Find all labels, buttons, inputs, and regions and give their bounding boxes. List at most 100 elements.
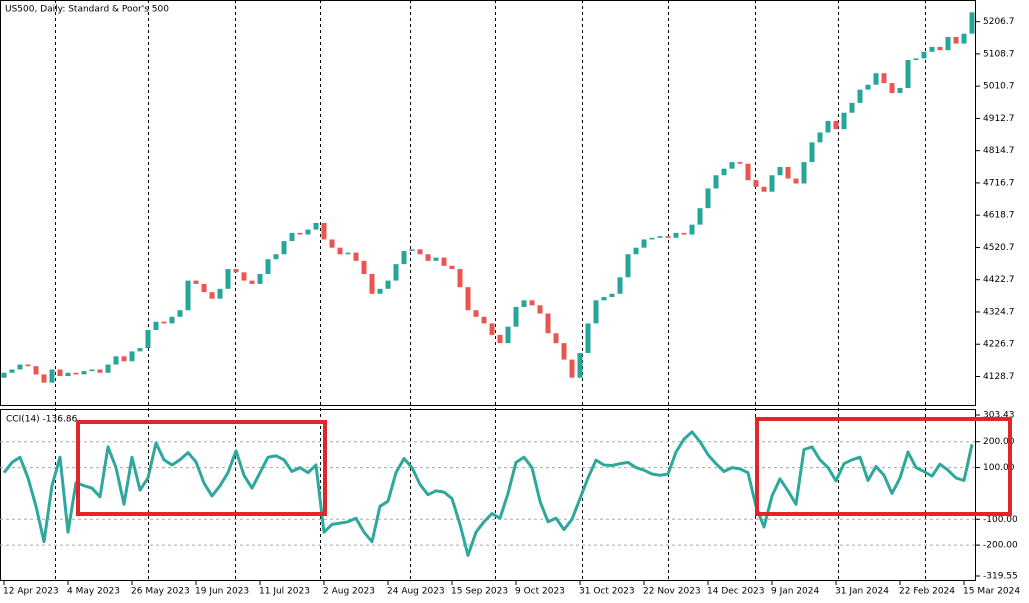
candle — [265, 259, 271, 275]
candle — [881, 73, 887, 84]
candle — [409, 249, 415, 251]
candle — [425, 254, 431, 261]
y-tick-label: 5010.7 — [983, 82, 1015, 92]
candle — [625, 254, 631, 278]
candle — [353, 252, 359, 261]
candle — [841, 112, 847, 130]
candle — [313, 222, 319, 230]
x-tick-label: 2 Aug 2023 — [323, 587, 375, 597]
candle — [633, 247, 639, 255]
time-grid — [55, 0, 926, 580]
candle — [537, 305, 543, 314]
x-tick-label: 22 Feb 2024 — [899, 587, 955, 597]
y-tick-label: 4716.7 — [983, 178, 1015, 188]
candle — [873, 73, 879, 85]
candle — [65, 372, 71, 377]
candle — [129, 351, 135, 362]
y-tick-label: 4618.7 — [983, 211, 1015, 221]
candle — [889, 83, 895, 93]
indicator-panel-border — [0, 409, 976, 581]
candle — [849, 102, 855, 113]
x-tick-label: 4 May 2023 — [67, 587, 120, 597]
candle — [465, 287, 471, 311]
main-panel-border — [0, 0, 976, 406]
candle — [673, 232, 679, 238]
candle — [689, 224, 695, 235]
chart-title: US500, Daily: Standard & Poor's 500 — [5, 5, 169, 15]
candle — [441, 257, 447, 266]
candle — [33, 366, 39, 375]
candle — [809, 142, 815, 163]
candle — [433, 257, 439, 261]
candle — [337, 247, 343, 255]
candle — [177, 310, 183, 317]
candle — [609, 293, 615, 298]
x-tick-label: 12 Apr 2023 — [3, 587, 59, 597]
candle — [561, 343, 567, 360]
candle — [121, 356, 127, 362]
candle — [449, 265, 455, 270]
candle — [737, 162, 743, 164]
cci-line — [2, 430, 974, 557]
candle — [953, 37, 959, 44]
candle — [393, 264, 399, 281]
candle — [41, 374, 47, 383]
candle — [233, 269, 239, 273]
candle — [153, 321, 159, 330]
y-tick-label: 200.00 — [983, 437, 1015, 447]
marks: 5206.7 5108.7 5010.7 4912.7 4814.7 4716.7 4618… — [0, 12, 1020, 597]
y-tick-label: 5108.7 — [983, 49, 1015, 59]
candle — [905, 60, 911, 89]
candle — [553, 333, 559, 344]
candle — [641, 239, 647, 248]
candle — [857, 89, 863, 103]
candle — [665, 236, 671, 238]
x-tick-label: 15 Mar 2024 — [963, 587, 1020, 597]
candle — [457, 269, 463, 288]
y-tick-label: 4226.7 — [983, 340, 1015, 350]
candle — [417, 249, 423, 255]
candle — [201, 283, 207, 293]
candle — [545, 313, 551, 334]
candle — [345, 252, 351, 255]
x-tick-label: 24 Aug 2023 — [387, 587, 445, 597]
candle — [705, 188, 711, 209]
candle — [937, 46, 943, 51]
candle — [769, 175, 775, 192]
x-tick-label: 14 Dec 2023 — [707, 587, 765, 597]
candle — [825, 120, 831, 133]
y-tick-label: 303.43 — [983, 411, 1015, 421]
y-tick-label: 4128.7 — [983, 372, 1015, 382]
y-tick-label: -200.00 — [983, 541, 1018, 551]
y-tick-label: 4912.7 — [983, 114, 1015, 124]
x-tick-label: 31 Jan 2024 — [835, 587, 889, 597]
x-tick-label: 9 Oct 2023 — [515, 587, 565, 597]
candle — [49, 369, 55, 383]
candle — [329, 239, 335, 248]
candle — [193, 280, 199, 284]
candle — [593, 300, 599, 324]
candle — [497, 334, 503, 344]
candle — [921, 51, 927, 59]
candle — [369, 274, 375, 294]
candle — [241, 272, 247, 281]
candle — [105, 364, 111, 373]
y-tick-label: 4520.7 — [983, 243, 1015, 253]
candle — [401, 250, 407, 265]
candle — [89, 369, 95, 372]
candle — [185, 280, 191, 311]
candle — [1, 372, 7, 378]
candle — [777, 167, 783, 176]
candle — [569, 359, 575, 378]
candle — [145, 329, 151, 349]
y-tick-label: 4324.7 — [983, 307, 1015, 317]
candle — [793, 178, 799, 184]
highlight-box — [76, 420, 327, 516]
candle — [281, 241, 287, 255]
candle — [929, 46, 935, 52]
candle — [297, 232, 303, 235]
candle — [529, 300, 535, 306]
candle — [817, 132, 823, 143]
candle — [257, 274, 263, 284]
